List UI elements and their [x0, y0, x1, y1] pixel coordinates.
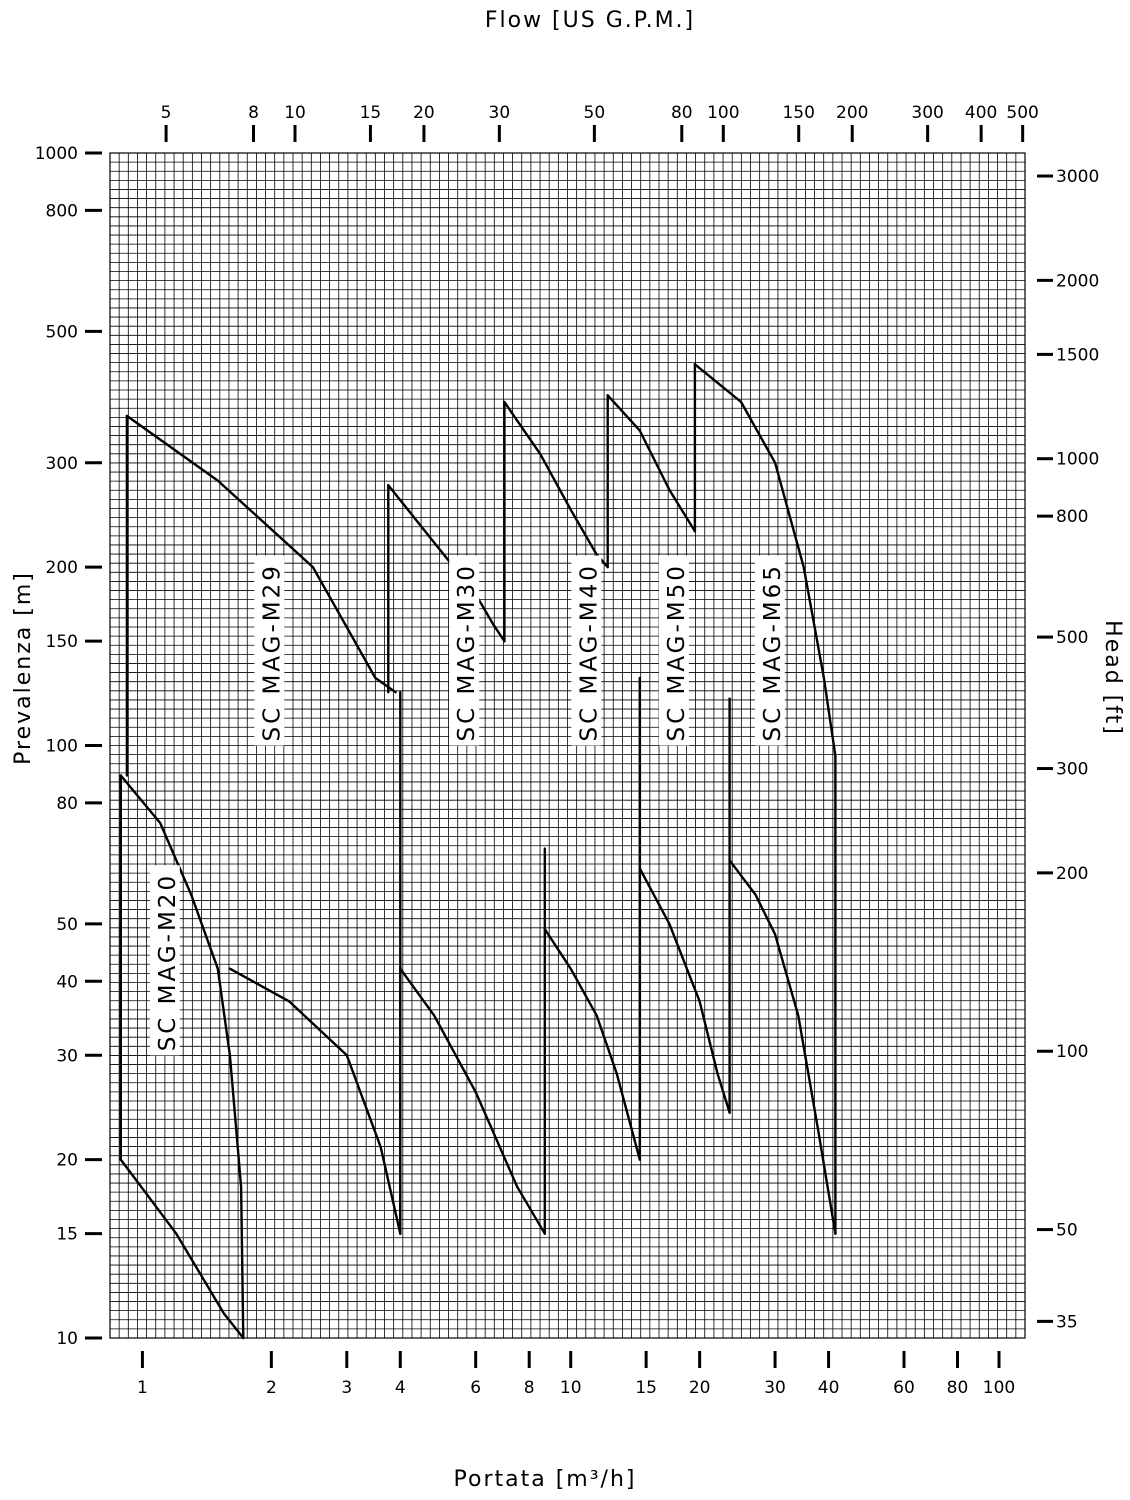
x-tick-label: 6	[470, 1378, 481, 1398]
x2-tick-label: 400	[965, 103, 997, 123]
model-label-background	[149, 865, 180, 1056]
y2-tick-label: 2000	[1056, 271, 1099, 291]
chart-grid	[110, 153, 1025, 1338]
series-sc-mag-m40	[503, 394, 641, 1235]
model-label: SC MAG-M30	[454, 563, 480, 741]
min-speed-curve	[543, 927, 641, 1161]
y-tick-label: 50	[56, 915, 78, 935]
y2-tick-label: 300	[1056, 760, 1088, 780]
x2-tick-label: 15	[360, 103, 382, 123]
y-axis-title: Prevalenza [m]	[11, 571, 36, 765]
y2-tick-label: 3000	[1056, 167, 1099, 187]
model-label-background	[754, 555, 785, 746]
x-tick-label: 2	[266, 1378, 277, 1398]
x2-tick-label: 80	[671, 103, 693, 123]
x2-tick-label: 150	[782, 103, 814, 123]
y2-tick-label: 800	[1056, 507, 1088, 527]
x-tick-label: 1	[137, 1378, 148, 1398]
x-tick-label: 3	[341, 1378, 352, 1398]
y-tick-label: 500	[46, 322, 78, 342]
x-tick-label: 10	[560, 1378, 582, 1398]
y2-tick-label: 500	[1056, 628, 1088, 648]
x2-tick-label: 500	[1006, 103, 1038, 123]
y-tick-label: 300	[46, 454, 78, 474]
x-tick-label: 40	[818, 1378, 840, 1398]
model-label: SC MAG-M29	[259, 563, 285, 741]
y-tick-label: 800	[46, 201, 78, 221]
x-tick-label: 4	[395, 1378, 406, 1398]
plot-frame	[109, 152, 1026, 1339]
max-speed-curve	[125, 414, 397, 694]
x-tick-label: 8	[524, 1378, 535, 1398]
y2-tick-label: 35	[1056, 1312, 1078, 1332]
model-label: SC MAG-M20	[155, 873, 181, 1051]
x2-tick-label: 100	[707, 103, 739, 123]
y2-tick-label: 1500	[1056, 345, 1099, 365]
y-tick-label: 80	[56, 794, 78, 814]
max-speed-curve	[693, 363, 837, 758]
series-sc-mag-m65	[693, 363, 837, 1235]
y-axis-ticks: 10 15 20 30 40 50 80 100 150 200 300 500 800 1000	[35, 144, 102, 1349]
series-sc-mag-m20	[119, 414, 397, 1340]
x-tick-label: 100	[983, 1378, 1015, 1398]
x2-tick-label: 30	[489, 103, 511, 123]
y-tick-label: 100	[46, 737, 78, 757]
min-speed-curve	[228, 967, 402, 1235]
x2-tick-label: 8	[248, 103, 259, 123]
x-axis-title: Portata [m³/h]	[454, 1467, 637, 1492]
model-label-group: SC MAG-M29	[254, 555, 285, 746]
model-label-background	[658, 555, 689, 746]
x2-tick-label: 5	[161, 103, 172, 123]
y-tick-label: 20	[56, 1151, 78, 1171]
model-label-group: SC MAG-M20	[149, 865, 181, 1056]
model-label-group: SC MAG-M40	[571, 555, 602, 746]
model-label: SC MAG-M65	[760, 563, 786, 741]
x-tick-label: 20	[689, 1378, 711, 1398]
x2-tick-label: 10	[284, 103, 306, 123]
y-tick-label: 40	[56, 972, 78, 992]
y2-tick-label: 50	[1056, 1221, 1078, 1241]
model-label-group: SC MAG-M65	[754, 555, 786, 746]
y2-tick-label: 200	[1056, 864, 1088, 884]
x-tick-label: 80	[947, 1378, 969, 1398]
model-label: SC MAG-M50	[664, 563, 690, 741]
model-label-group: SC MAG-M50	[658, 555, 690, 746]
x2-tick-label: 20	[413, 103, 435, 123]
model-label: SC MAG-M40	[576, 563, 602, 741]
y2-axis-title: Head [ft]	[1100, 620, 1125, 736]
min-speed-curve	[638, 867, 731, 1114]
x2-axis-title: Flow [US G.P.M.]	[485, 8, 695, 33]
x2-tick-label: 300	[911, 103, 943, 123]
y2-tick-label: 1000	[1056, 450, 1099, 470]
series-sc-mag-m30	[387, 400, 546, 1235]
model-labels: SC MAG-M20 SC MAG-M29 SC MAG-M30 SC MAG-M40…	[149, 555, 786, 1056]
x-tick-label: 60	[893, 1378, 915, 1398]
x2-tick-label: 200	[836, 103, 868, 123]
x2-axis-ticks: 5 8 10 15 20 30 50 80 100 150 200 300 400 500	[161, 103, 1039, 142]
y-tick-label: 1000	[35, 144, 78, 164]
x-tick-label: 30	[764, 1378, 786, 1398]
y-tick-label: 10	[56, 1329, 78, 1349]
y-tick-label: 15	[56, 1225, 78, 1245]
min-speed-curve	[399, 967, 546, 1235]
model-label-background	[254, 555, 285, 746]
min-speed-curve	[119, 774, 245, 1340]
x-tick-label: 15	[635, 1378, 657, 1398]
model-label-group: SC MAG-M30	[449, 555, 480, 746]
boundary-line	[119, 1158, 245, 1340]
y2-axis-ticks: 35 50 100 200 300 500 800 1000 1500 2000 3000	[1037, 167, 1099, 1332]
model-label-background	[571, 555, 602, 746]
x2-tick-label: 50	[584, 103, 606, 123]
model-label-background	[449, 555, 480, 746]
min-speed-curve	[728, 859, 837, 1235]
max-speed-curve	[606, 394, 697, 533]
y-tick-label: 200	[46, 558, 78, 578]
series-sc-mag-m50	[606, 363, 731, 1114]
y2-tick-label: 100	[1056, 1042, 1088, 1062]
y-tick-label: 30	[56, 1046, 78, 1066]
y-tick-label: 150	[46, 632, 78, 652]
x-axis-ticks: 1 2 3 4 6 8 10 15 20 30 40 60 80 100	[137, 1351, 1015, 1398]
